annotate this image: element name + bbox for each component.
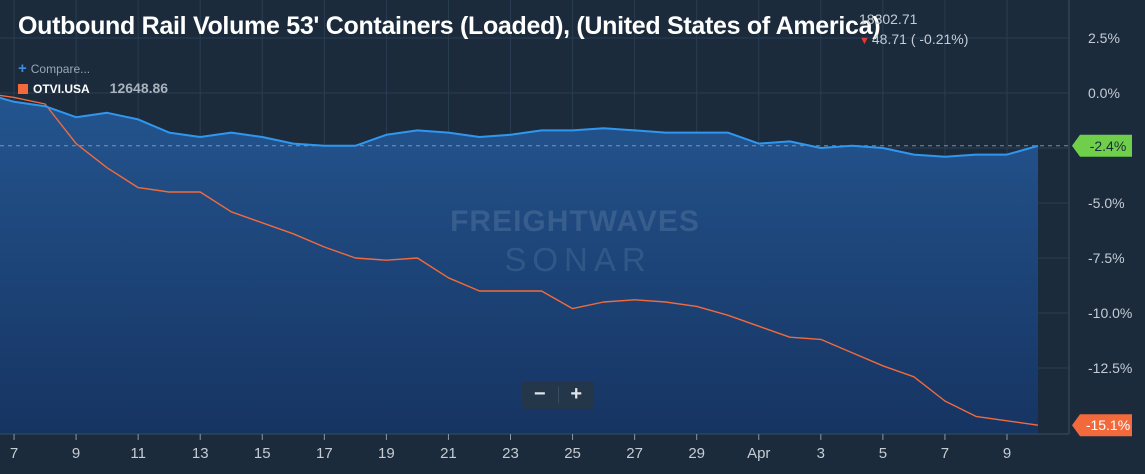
end-badges: -2.4% -15.1% [1072,134,1132,437]
x-tick-label: Apr [747,445,770,462]
watermark-line-2: SONAR [504,241,651,278]
x-tick-label: 23 [502,445,519,462]
area-fill [0,97,1039,434]
chart-title: Outbound Rail Volume 53' Containers (Loa… [18,12,881,40]
badge-shape [1072,414,1132,437]
x-tick-label: 25 [564,445,581,462]
series-line-blue [0,96,1039,158]
series-lines [0,94,1039,426]
series-swatch [18,84,28,94]
badge-label: -2.4% [1090,138,1127,154]
x-tick-label: 21 [440,445,457,462]
y-tick-label: 0.0% [1088,85,1120,101]
x-tick-label: 13 [192,445,209,462]
end-badge-blue: -2.4% [1072,134,1132,157]
badge-shape [1072,134,1132,157]
price-change-value: 48.71 ( -0.21%) [871,31,969,47]
x-tick-label: 29 [688,445,705,462]
x-tick-label: 15 [254,445,271,462]
x-tick-label: 9 [72,445,80,462]
compare-button[interactable]: + Compare... [18,60,90,77]
down-arrow-icon: ▼ [859,35,870,47]
x-tick-label: 3 [817,445,825,462]
x-tick-label: 27 [626,445,643,462]
y-axis: 2.5%0.0%-2.5%-5.0%-7.5%-10.0%-12.5% [1068,0,1132,434]
y-tick-label: -5.0% [1088,195,1125,211]
end-badge-orange: -15.1% [1072,414,1132,437]
zoom-divider [557,387,559,403]
x-tick-label: 17 [316,445,333,462]
x-tick-label: 7 [10,445,18,462]
watermark-line-1: FREIGHTWAVES [450,205,700,238]
last-price: 18302.71 [859,11,918,27]
y-tick-label: -7.5% [1088,250,1125,266]
x-tick-label: 19 [378,445,395,462]
series-legend: OTVI.USA 12648.86 [18,80,168,96]
series-value: 12648.86 [109,80,169,96]
y-tick-label: 2.5% [1088,30,1120,46]
zoom-in-button[interactable]: + [570,383,583,405]
series-code: OTVI.USA [33,82,90,96]
badge-label: -15.1% [1086,417,1130,433]
x-tick-label: 11 [130,445,146,462]
y-tick-label: -10.0% [1088,305,1132,321]
watermark: FREIGHTWAVES SONAR [450,205,700,278]
x-tick-label: 5 [879,445,887,462]
series-line-orange [0,94,1039,426]
compare-label: Compare... [30,62,91,76]
x-tick-label: 7 [941,445,949,462]
area-path [0,97,1039,434]
plus-icon: + [18,60,27,77]
price-change: ▼ 48.71 ( -0.21%) [859,31,968,47]
zoom-controls: − + [522,381,594,409]
zoom-out-button[interactable]: − [533,383,546,405]
x-axis: 7 9 11 13 15 17 19 21 23 25 27 29 Apr 3 5 7 9 [0,433,1069,462]
y-tick-label: -12.5% [1088,360,1132,376]
x-tick-label: 9 [1003,445,1011,462]
